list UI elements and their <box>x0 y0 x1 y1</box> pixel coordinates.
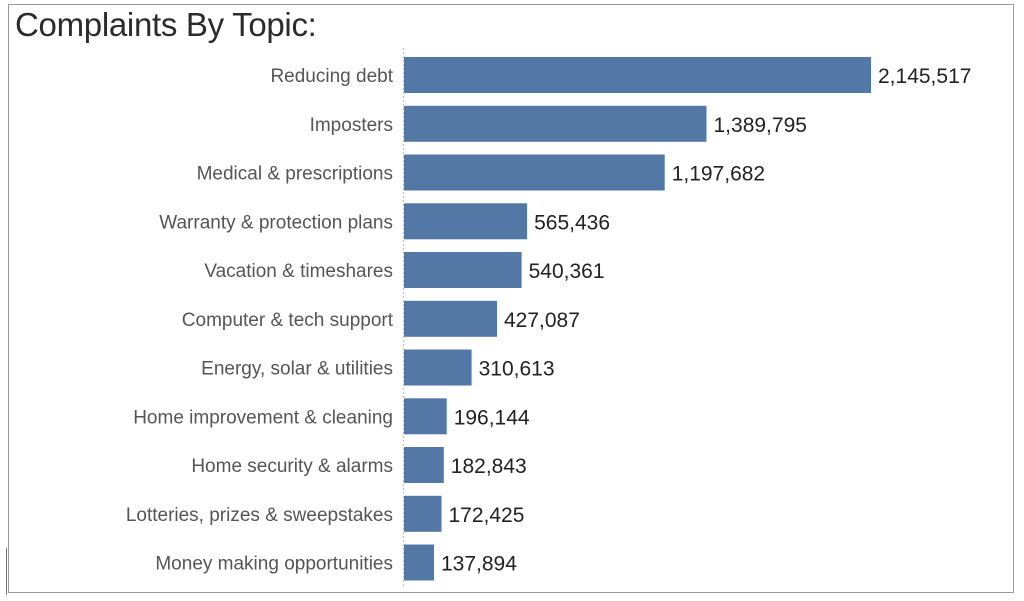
value-label: 2,145,517 <box>878 65 971 88</box>
category-label: Home improvement & cleaning <box>133 407 393 428</box>
category-label: Lotteries, prizes & sweepstakes <box>126 505 393 526</box>
bar <box>404 349 472 386</box>
value-label: 196,144 <box>454 406 530 429</box>
category-label: Imposters <box>310 115 393 136</box>
category-label: Money making opportunities <box>155 554 393 575</box>
bar <box>404 300 497 337</box>
value-label: 310,613 <box>479 358 555 381</box>
bar <box>404 495 442 532</box>
bar <box>404 252 522 288</box>
edge-marker <box>6 548 7 595</box>
value-label: 540,361 <box>529 260 605 283</box>
value-label: 182,843 <box>451 455 527 478</box>
bar <box>404 203 528 240</box>
category-label: Computer & tech support <box>182 310 394 331</box>
value-labels-group: 2,145,517 1,389,795 1,197,682 565,436 540,36… <box>441 65 971 576</box>
bar <box>404 544 434 581</box>
value-label: 1,389,795 <box>714 114 807 137</box>
value-label: 565,436 <box>534 211 610 234</box>
chart-frame <box>8 4 1014 593</box>
bar <box>404 105 707 142</box>
category-label: Reducing debt <box>270 66 393 87</box>
bar <box>404 447 444 483</box>
bar <box>404 154 665 191</box>
category-label: Warranty & protection plans <box>159 212 393 233</box>
bar <box>404 57 871 93</box>
bars-group <box>404 57 871 581</box>
category-label: Energy, solar & utilities <box>201 359 393 380</box>
category-label: Home security & alarms <box>191 456 393 477</box>
category-labels-group: Reducing debt Imposters Medical & prescrip… <box>126 66 394 575</box>
value-label: 137,894 <box>441 553 517 576</box>
bar <box>404 398 447 435</box>
value-label: 1,197,682 <box>672 163 765 186</box>
value-label: 427,087 <box>504 309 580 332</box>
chart-title: Complaints By Topic: <box>15 6 317 43</box>
category-label: Vacation & timeshares <box>204 261 393 282</box>
value-label: 172,425 <box>449 504 525 527</box>
category-label: Medical & prescriptions <box>197 164 393 185</box>
